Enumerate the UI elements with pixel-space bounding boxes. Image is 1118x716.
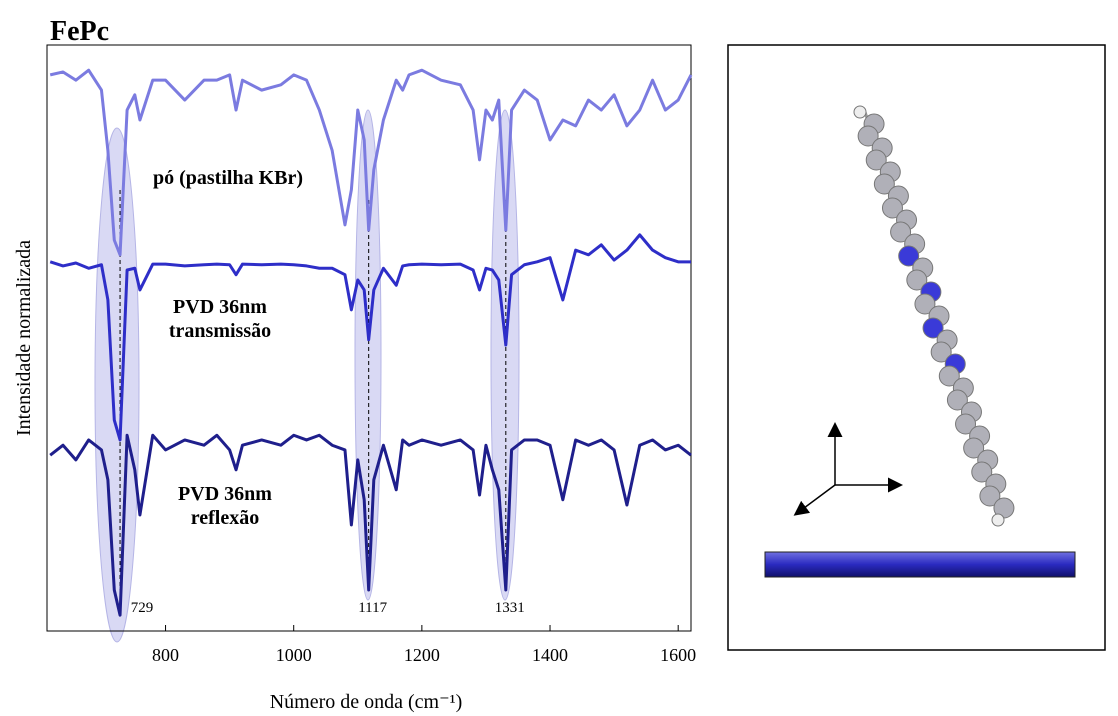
spectrum-line bbox=[49, 433, 692, 617]
atom bbox=[881, 197, 903, 219]
atom bbox=[991, 513, 1005, 527]
atom bbox=[979, 485, 1001, 507]
x-tick-label: 1200 bbox=[404, 645, 440, 665]
spectrum-line bbox=[49, 233, 691, 442]
atom bbox=[922, 317, 944, 339]
atom bbox=[857, 125, 879, 147]
atom bbox=[898, 245, 920, 267]
peak-label: 1331 bbox=[495, 600, 525, 616]
peak-highlight bbox=[490, 109, 520, 601]
x-tick-label: 1000 bbox=[276, 645, 312, 665]
atom bbox=[955, 413, 977, 435]
atom bbox=[853, 105, 867, 119]
atom bbox=[938, 365, 960, 387]
chart-title: FePc bbox=[50, 16, 109, 47]
peak-label: 1117 bbox=[358, 600, 387, 616]
atom bbox=[865, 149, 887, 171]
peak-label: 729 bbox=[131, 600, 154, 616]
peak-highlight bbox=[354, 109, 382, 601]
atom bbox=[930, 341, 952, 363]
series-label: PVD 36nm reflexão bbox=[178, 483, 272, 529]
x-tick-label: 1400 bbox=[532, 645, 568, 665]
peak-highlight bbox=[94, 127, 140, 643]
atom bbox=[890, 221, 912, 243]
series-label: pó (pastilha KBr) bbox=[152, 167, 304, 189]
molecule-panel bbox=[727, 44, 1106, 651]
axis-arrow bbox=[793, 484, 836, 516]
x-tick-label: 1600 bbox=[660, 645, 696, 665]
atom bbox=[906, 269, 928, 291]
atom bbox=[914, 293, 936, 315]
x-axis-label: Número de onda (cm⁻¹) bbox=[270, 691, 463, 713]
substrate bbox=[764, 551, 1076, 578]
plot-frame bbox=[46, 44, 692, 632]
atom bbox=[873, 173, 895, 195]
x-tick-label: 800 bbox=[152, 645, 179, 665]
atom bbox=[963, 437, 985, 459]
atom bbox=[946, 389, 968, 411]
atom bbox=[971, 461, 993, 483]
axes-icon bbox=[793, 422, 903, 516]
molecule bbox=[853, 105, 1015, 527]
y-axis-label: Intensidade normalizada bbox=[13, 240, 35, 436]
series-label: PVD 36nm transmissão bbox=[168, 296, 272, 342]
spectrum-line bbox=[49, 68, 693, 257]
